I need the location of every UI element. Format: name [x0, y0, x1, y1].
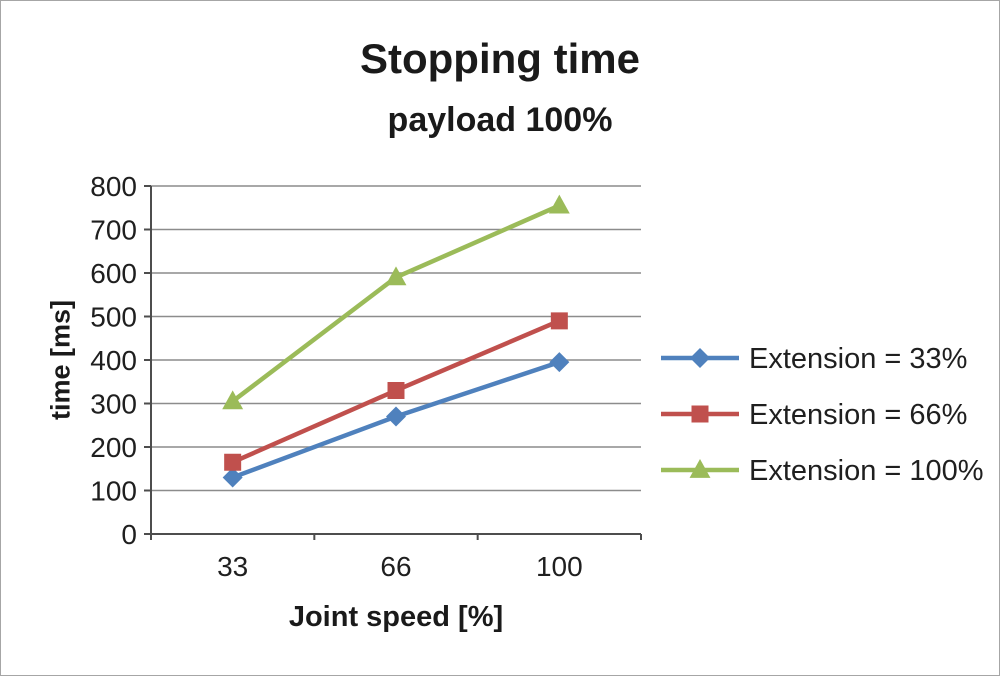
y-tick-label: 800	[90, 171, 137, 202]
series-marker-0	[222, 467, 243, 488]
y-tick-label: 300	[90, 389, 137, 420]
legend-label-2: Extension = 100%	[749, 455, 984, 487]
y-tick-label: 400	[90, 345, 137, 376]
y-tick-label: 600	[90, 258, 137, 289]
series-marker-1	[224, 453, 242, 471]
series-marker-2	[548, 194, 570, 214]
x-tick-label: 100	[536, 551, 583, 582]
y-tick-label: 500	[90, 302, 137, 333]
y-axis-title: time [ms]	[45, 299, 76, 421]
x-tick-label: 33	[217, 551, 248, 582]
series-marker-0	[386, 406, 406, 427]
y-tick-label: 700	[90, 215, 137, 246]
y-tick-label: 0	[121, 519, 137, 550]
legend-label-0: Extension = 33%	[749, 343, 967, 375]
series-marker-2	[385, 266, 407, 286]
legend-marker-1	[691, 405, 709, 423]
legend-marker-2	[689, 459, 711, 478]
x-axis-title: Joint speed [%]	[288, 601, 504, 633]
legend-marker-0	[690, 348, 710, 368]
legend-label-1: Extension = 66%	[749, 399, 967, 431]
series-marker-1	[387, 381, 405, 399]
series-marker-2	[222, 390, 244, 410]
y-tick-label: 100	[90, 476, 137, 507]
x-tick-label: 66	[380, 551, 411, 582]
chart-title: Stopping time	[360, 35, 640, 82]
series-marker-1	[550, 312, 568, 330]
chart-subtitle: payload 100%	[387, 101, 613, 139]
series-line-2	[230, 203, 562, 404]
y-tick-label: 200	[90, 432, 137, 463]
series-marker-0	[549, 352, 570, 373]
